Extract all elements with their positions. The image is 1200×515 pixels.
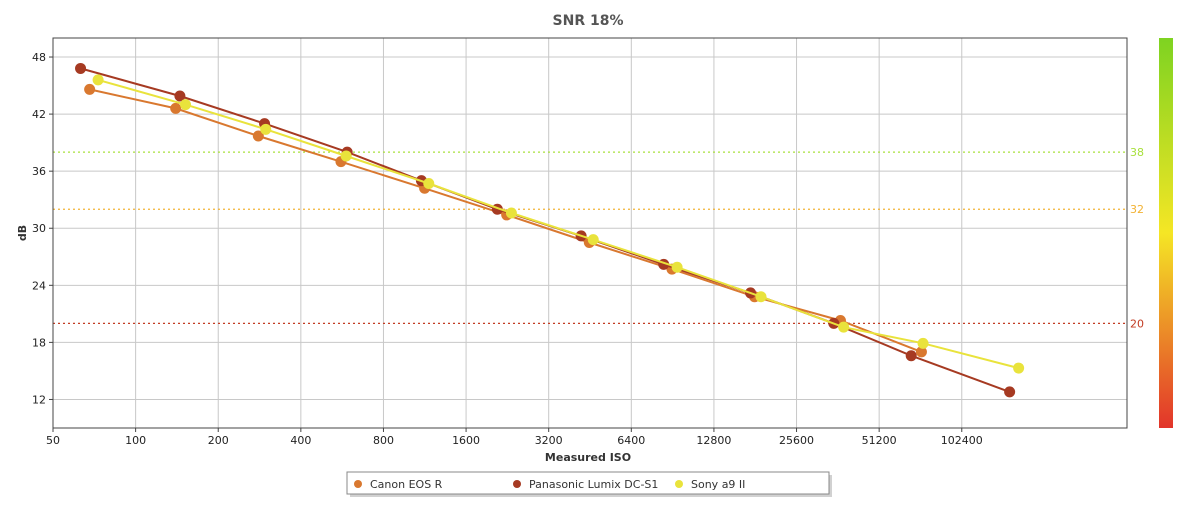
- series-group: [84, 83, 927, 358]
- data-point: [423, 178, 435, 190]
- x-axis-ticks: 50 100 200 400 800 1600 3200 6400 12800 25600 5120…: [46, 428, 983, 447]
- data-point: [917, 337, 929, 349]
- data-point: [174, 90, 186, 102]
- y-tick-label: 48: [32, 51, 46, 64]
- data-point: [905, 350, 917, 362]
- data-point: [260, 123, 272, 135]
- data-point: [340, 150, 352, 162]
- x-tick-label: 6400: [617, 434, 645, 447]
- data-point: [84, 83, 96, 95]
- reference-line-label: 20: [1130, 317, 1144, 330]
- legend-label: Panasonic Lumix DC-S1: [529, 478, 658, 491]
- x-tick-label: 100: [125, 434, 146, 447]
- data-point: [170, 102, 182, 114]
- x-tick-label: 102400: [941, 434, 983, 447]
- legend-marker: [354, 480, 362, 488]
- y-tick-label: 30: [32, 222, 46, 235]
- x-tick-label: 1600: [452, 434, 480, 447]
- color-scale-bar: [1159, 38, 1173, 428]
- y-axis-ticks: 12 18 24 30 36 42 48: [32, 51, 53, 406]
- y-axis-title: dB: [16, 225, 29, 241]
- data-point: [1004, 386, 1016, 398]
- series-line: [97, 78, 1019, 370]
- chart-title: SNR 18%: [553, 13, 624, 29]
- data-point: [75, 62, 87, 74]
- data-point: [587, 234, 599, 246]
- data-point: [915, 346, 927, 358]
- x-tick-label: 50: [46, 434, 60, 447]
- data-point: [755, 291, 767, 303]
- data-point: [671, 261, 683, 273]
- data-point: [505, 207, 517, 219]
- grid-lines: [53, 38, 1127, 428]
- legend: Canon EOS R Panasonic Lumix DC-S1 Sony a9 …: [346, 471, 832, 497]
- legend-label: Sony a9 II: [691, 478, 745, 491]
- series-line: [80, 67, 1010, 393]
- plot-area-border: [52, 37, 1128, 429]
- legend-marker: [675, 480, 683, 488]
- data-point: [252, 130, 264, 142]
- legend-label: Canon EOS R: [370, 478, 443, 491]
- y-tick-label: 24: [32, 279, 46, 292]
- y-tick-label: 12: [32, 393, 46, 406]
- data-series: [75, 62, 1025, 398]
- y-tick-label: 42: [32, 108, 46, 121]
- x-axis-title: Measured ISO: [545, 451, 631, 464]
- legend-marker: [513, 480, 521, 488]
- x-tick-label: 200: [208, 434, 229, 447]
- y-tick-label: 36: [32, 165, 46, 178]
- series-group: [92, 74, 1025, 374]
- y-tick-label: 18: [32, 336, 46, 349]
- x-tick-label: 800: [373, 434, 394, 447]
- reference-line-label: 38: [1130, 146, 1144, 159]
- data-point: [838, 321, 850, 333]
- data-point: [180, 99, 192, 111]
- reference-line-label: 32: [1130, 203, 1144, 216]
- reference-lines: 38 32 20: [53, 146, 1144, 330]
- data-point: [1013, 362, 1025, 374]
- x-tick-label: 3200: [535, 434, 563, 447]
- x-tick-label: 400: [290, 434, 311, 447]
- x-tick-label: 51200: [862, 434, 897, 447]
- legend-box: [346, 471, 830, 495]
- x-tick-label: 12800: [696, 434, 731, 447]
- x-tick-label: 25600: [779, 434, 814, 447]
- data-point: [92, 74, 104, 86]
